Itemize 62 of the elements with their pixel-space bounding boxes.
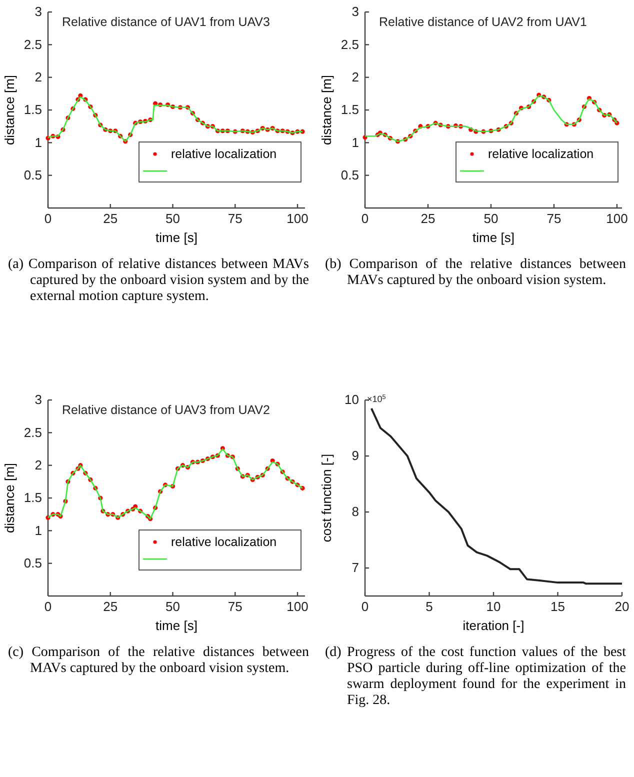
legend-label: relative localization <box>171 535 277 549</box>
x-tick-label: 50 <box>166 599 180 614</box>
text: (c) Comparison of the relative distances between MAVs captured by the onboard vision system. <box>7 644 310 677</box>
y-tick-label: 0.5 <box>24 167 42 182</box>
y-tick-label: 2 <box>34 457 42 472</box>
line-series <box>370 407 623 585</box>
x-axis-title: time [s] <box>472 230 514 245</box>
x-tick-label: 0 <box>361 211 369 226</box>
y-tick-label: 2 <box>34 69 42 84</box>
y-tick-label: 7 <box>352 560 359 576</box>
x-tick-label: 50 <box>166 211 180 226</box>
x-tick-label: 75 <box>546 211 562 226</box>
x-tick-label: 50 <box>484 211 498 226</box>
y-tick-label: 1 <box>34 522 42 538</box>
x-tick-label: 25 <box>420 211 436 226</box>
x-tick-label: 15 <box>550 599 565 614</box>
y-tick-label: 1.5 <box>24 490 42 506</box>
y-tick-label: 2.5 <box>24 36 42 52</box>
y-axis-title: cost function [-] <box>319 454 334 542</box>
y-tick-label: 2.5 <box>24 424 42 440</box>
y-tick-label: 10 <box>344 392 359 408</box>
x-tick-label: 20 <box>614 599 630 614</box>
x-axis-title: time [s] <box>156 618 198 633</box>
y-tick-label: 3 <box>34 4 42 20</box>
x-tick-label: 100 <box>606 211 628 226</box>
annotation: ×10$^{5}$ <box>367 394 386 404</box>
legend-label: relative localization <box>488 147 594 161</box>
x-tick-label: 0 <box>44 599 52 614</box>
text: (d) Progress of the cost function values of the best PSO particle during off-line optimization of the swarm deployment found for the experiment in Fig. 28. <box>324 644 627 709</box>
y-axis-title: distance [m] <box>319 74 334 146</box>
x-axis-title: time [s] <box>156 230 198 245</box>
y-tick-label: 1 <box>34 134 42 150</box>
text: (b) Comparison of the relative distances between MAVs captured by the onboard vision system. <box>324 256 627 289</box>
y-axis-title: distance [m] <box>2 462 17 534</box>
chart-title: Relative distance of UAV1 from UAV3 <box>62 15 270 29</box>
x-tick-label: 0 <box>361 599 369 614</box>
x-tick-label: 75 <box>228 211 242 226</box>
y-tick-label: 3 <box>352 4 359 20</box>
chart-title: Relative distance of UAV3 from UAV2 <box>62 403 270 417</box>
y-axis-title: distance [m] <box>2 74 17 146</box>
y-tick-label: 8 <box>352 504 359 520</box>
x-tick-label: 0 <box>44 211 52 226</box>
x-axis-title: iteration [-] <box>462 618 524 633</box>
x-tick-label: 5 <box>426 599 433 614</box>
x-tick-label: 25 <box>103 211 118 226</box>
y-tick-label: 1.5 <box>24 102 42 118</box>
y-tick-label: 2 <box>352 69 359 84</box>
y-tick-label: 2.5 <box>340 36 359 52</box>
y-tick-label: 9 <box>352 448 359 464</box>
x-tick-label: 100 <box>286 211 308 226</box>
text: (a) Comparison of relative distances between MAVs captured by the onboard vision system and by the external motion capture system. <box>7 256 310 305</box>
y-tick-label: 1 <box>352 134 359 150</box>
legend-label: relative localization <box>171 147 277 161</box>
x-tick-label: 100 <box>286 599 308 614</box>
y-tick-label: 1.5 <box>340 102 359 118</box>
x-tick-label: 75 <box>228 599 242 614</box>
y-tick-label: 0.5 <box>340 167 359 182</box>
chart-title: Relative distance of UAV2 from UAV1 <box>379 15 588 29</box>
x-tick-label: 25 <box>103 599 118 614</box>
y-tick-label: 3 <box>34 392 42 408</box>
y-tick-label: 0.5 <box>24 555 42 570</box>
x-tick-label: 10 <box>486 599 501 614</box>
